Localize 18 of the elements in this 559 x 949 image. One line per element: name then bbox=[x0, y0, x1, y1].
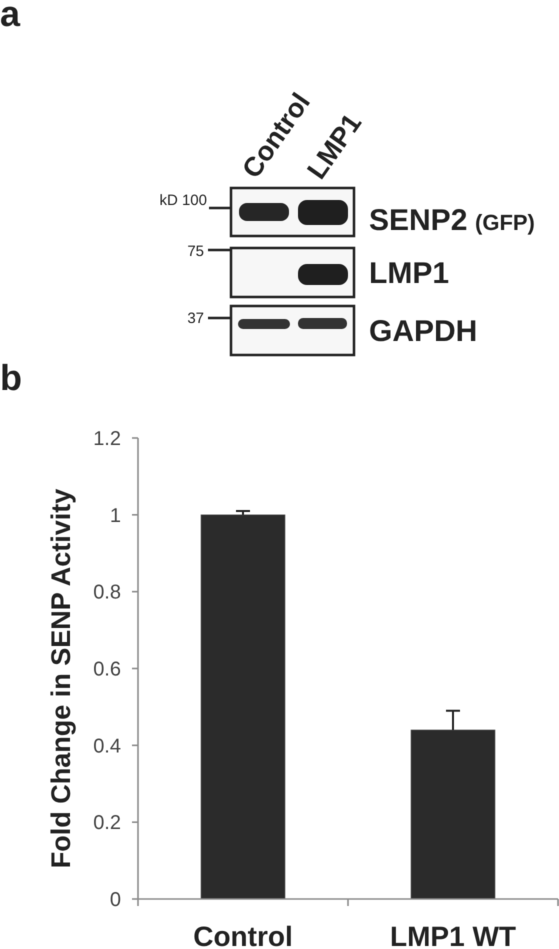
y-axis-title: Fold Change in SENP Activity bbox=[46, 488, 76, 868]
text: GAPDH bbox=[369, 315, 478, 348]
text: 75 bbox=[187, 243, 204, 260]
y-tick-label: 1.2 bbox=[93, 428, 121, 450]
x-tick-label: LMP1 WT bbox=[390, 921, 516, 949]
text: (GFP) bbox=[475, 210, 535, 235]
y-tick-label: 0.4 bbox=[93, 735, 121, 758]
y-tick-label: 0 bbox=[110, 889, 121, 911]
text: a bbox=[0, 0, 21, 34]
y-tick-label: 0.8 bbox=[93, 582, 121, 604]
y-tick-label: 0.6 bbox=[93, 658, 121, 680]
text: kD 100 bbox=[159, 192, 207, 209]
chart-title: b bbox=[0, 357, 22, 398]
text: SENP2 bbox=[369, 204, 468, 237]
text: LMP1 bbox=[369, 257, 450, 290]
y-tick-label: 0.2 bbox=[93, 812, 121, 834]
y-tick-label: 1 bbox=[110, 504, 121, 527]
text: 37 bbox=[187, 310, 204, 327]
